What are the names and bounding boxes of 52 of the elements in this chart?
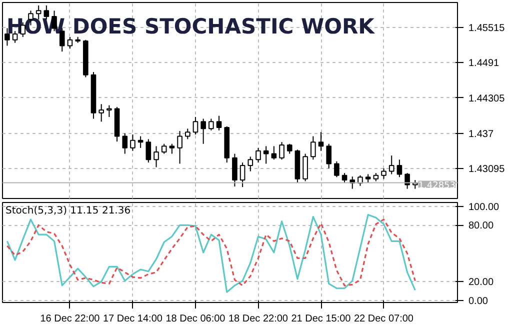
candlestick <box>302 153 308 182</box>
candlestick <box>310 136 316 160</box>
candlestick <box>318 132 324 152</box>
candlestick <box>334 160 340 178</box>
candlestick <box>192 116 198 135</box>
candlestick <box>106 104 112 118</box>
candlestick <box>263 146 269 164</box>
candlestick <box>154 146 159 168</box>
candlestick <box>279 142 284 160</box>
x-tick-label: 17 Dec 14:00 <box>102 314 163 324</box>
y-tick-label: 1.4491 <box>468 58 500 70</box>
y-tick-label: 1.43095 <box>468 164 506 176</box>
y-tick-label: 0.00 <box>468 296 488 308</box>
candlestick <box>271 146 277 160</box>
candlestick <box>184 128 190 140</box>
candlestick <box>256 147 261 164</box>
y-tick-label: 20.00 <box>468 277 494 288</box>
candlestick <box>169 143 175 154</box>
candlestick <box>326 143 332 169</box>
candlestick <box>161 143 167 154</box>
x-tick-label: 18 Dec 22:00 <box>228 314 288 324</box>
candlestick <box>146 138 152 164</box>
x-tick-label: 16 Dec 22:00 <box>40 314 100 324</box>
y-tick-label: 1.437 <box>468 128 494 140</box>
y-tick-label: 80.00 <box>468 220 494 232</box>
candlestick <box>208 118 214 131</box>
candlestick <box>177 130 182 164</box>
candlestick <box>381 168 386 180</box>
candlestick <box>240 162 246 188</box>
candlestick <box>216 115 222 131</box>
annotation: Stoch(5,3,3) 11.15 21.36 <box>6 206 131 216</box>
candlestick <box>388 155 394 175</box>
candlestick <box>396 159 402 178</box>
candlestick <box>98 104 104 122</box>
candlestick <box>122 132 128 154</box>
y-tick-label: 1.44305 <box>468 93 506 104</box>
candlestick <box>67 36 73 50</box>
candlestick <box>404 172 410 190</box>
y-tick-label: 100.00 <box>468 202 500 213</box>
candlestick <box>138 136 144 148</box>
x-tick-label: 18 Dec 06:00 <box>166 314 226 324</box>
candlestick <box>200 118 206 144</box>
x-tick-label: 21 Dec 15:00 <box>291 314 352 324</box>
ref-line-label: 1.42853 <box>418 180 456 191</box>
x-tick-label: 22 Dec 07:00 <box>354 314 414 324</box>
candlestick <box>248 156 254 172</box>
candlestick <box>130 134 136 152</box>
candlestick <box>342 172 348 184</box>
candlestick <box>286 143 292 154</box>
y-tick-label: 1.45515 <box>468 22 506 34</box>
candlestick <box>232 153 238 187</box>
candlestick <box>358 174 363 186</box>
